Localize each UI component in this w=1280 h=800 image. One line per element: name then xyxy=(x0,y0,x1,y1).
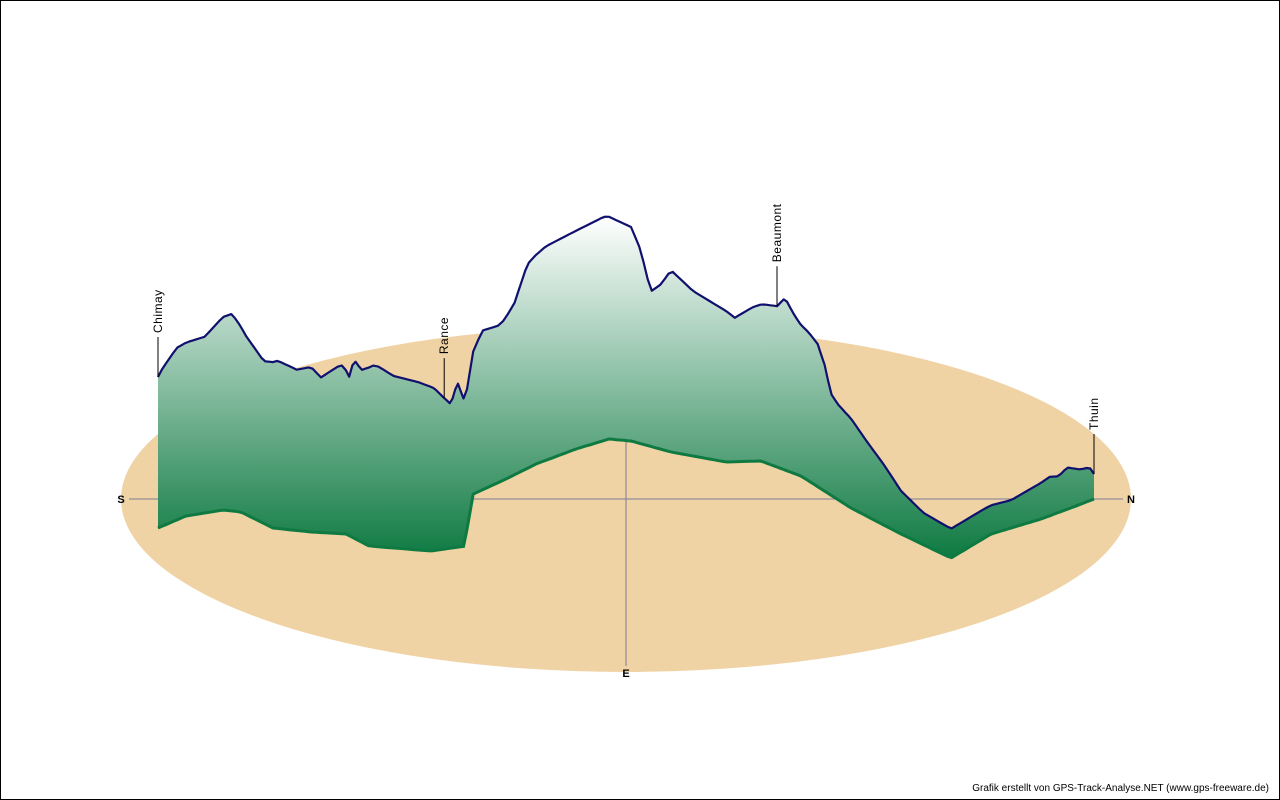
profile-wall xyxy=(157,215,1095,560)
credit-text: Grafik erstellt von GPS-Track-Analyse.NE… xyxy=(972,783,1269,794)
waypoint-label: Thuin xyxy=(1087,397,1101,430)
profile-wall-fill xyxy=(158,216,1094,558)
compass-label-end: N xyxy=(1127,494,1135,506)
waypoint-label: Beaumont xyxy=(770,203,784,262)
compass-label-start: S xyxy=(117,494,124,506)
waypoint-label: Chimay xyxy=(151,289,165,333)
waypoint-label: Rance xyxy=(437,317,451,354)
elevation-line xyxy=(157,215,1095,530)
waypoints: Chimay Rance Beaumont Thuin xyxy=(151,203,1101,474)
profile-base-edge xyxy=(157,437,1095,560)
compass-label-side: E xyxy=(622,668,629,680)
